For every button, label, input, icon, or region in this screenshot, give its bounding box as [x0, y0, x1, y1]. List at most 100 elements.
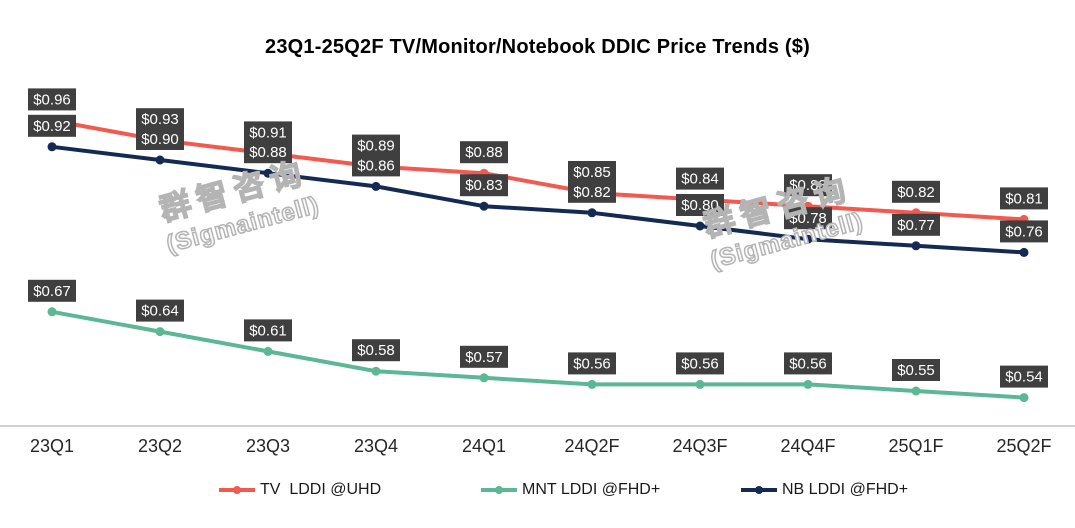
svg-text:$0.54: $0.54 — [1005, 369, 1043, 386]
svg-text:$0.56: $0.56 — [573, 355, 611, 372]
x-tick-label: 25Q2F — [996, 436, 1051, 456]
svg-text:$0.56: $0.56 — [789, 355, 827, 372]
data-point-mnt-lddi-fhd — [155, 327, 165, 337]
data-label-mnt-lddi-fhd: $0.67 — [28, 279, 76, 302]
data-label-tv-lddi-uhd: $0.85 — [568, 161, 616, 183]
svg-text:$0.80: $0.80 — [681, 197, 719, 214]
data-label-nb-lddi-fhd: $0.78 — [784, 207, 832, 230]
data-label-tv-lddi-uhd: $0.82 — [892, 180, 940, 203]
data-label-mnt-lddi-fhd: $0.58 — [352, 339, 400, 362]
svg-text:$0.83: $0.83 — [465, 177, 503, 194]
svg-text:$0.83: $0.83 — [789, 177, 827, 194]
x-tick-label: 23Q1 — [30, 436, 74, 456]
data-point-mnt-lddi-fhd — [1019, 393, 1029, 403]
legend-label-tv: TV LDDI @UHD — [260, 481, 382, 498]
data-label-mnt-lddi-fhd: $0.57 — [460, 345, 508, 368]
svg-text:$0.88: $0.88 — [249, 144, 287, 161]
series-line-mnt-lddi-fhd — [50, 309, 1026, 400]
data-label-mnt-lddi-fhd: $0.55 — [892, 359, 940, 381]
svg-text:$0.61: $0.61 — [249, 322, 287, 339]
data-point-mnt-lddi-fhd — [803, 379, 813, 389]
svg-text:$0.89: $0.89 — [357, 138, 395, 155]
series-line-nb-lddi-fhd — [50, 144, 1026, 255]
data-label-tv-lddi-uhd: $0.93 — [136, 108, 184, 131]
data-label-nb-lddi-fhd: $0.86 — [352, 154, 400, 177]
x-tick-label: 24Q1 — [462, 436, 506, 456]
svg-text:$0.91: $0.91 — [249, 124, 287, 141]
svg-text:$0.67: $0.67 — [33, 283, 71, 300]
x-tick-label: 24Q2F — [564, 436, 619, 456]
svg-text:$0.77: $0.77 — [897, 217, 935, 234]
svg-text:$0.76: $0.76 — [1005, 223, 1043, 240]
data-label-mnt-lddi-fhd: $0.64 — [136, 299, 184, 322]
legend-label-nb: NB LDDI @FHD+ — [782, 481, 909, 498]
x-tick-label: 23Q2 — [138, 436, 182, 456]
x-tick-label: 23Q4 — [354, 436, 398, 456]
data-point-nb-lddi-fhd — [1019, 247, 1029, 257]
data-label-tv-lddi-uhd: $0.81 — [1000, 187, 1048, 210]
data-label-mnt-lddi-fhd: $0.56 — [784, 352, 832, 375]
svg-text:$0.64: $0.64 — [141, 303, 179, 320]
data-label-nb-lddi-fhd: $0.76 — [1000, 220, 1048, 243]
data-label-tv-lddi-uhd: $0.96 — [28, 88, 76, 111]
x-tick-label: 24Q3F — [672, 436, 727, 456]
chart-canvas: 23Q1 23Q2 23Q3 23Q4 24Q1 24Q2F 24Q3F 24Q4F 25Q1F… — [0, 88, 1075, 456]
data-label-nb-lddi-fhd: $0.88 — [244, 141, 292, 164]
svg-text:$0.81: $0.81 — [1005, 190, 1043, 207]
data-point-nb-lddi-fhd — [47, 142, 57, 152]
legend-item-mnt: MNT LDDI @FHD+ — [480, 478, 660, 502]
data-point-nb-lddi-fhd — [695, 221, 705, 231]
data-label-nb-lddi-fhd: $0.77 — [892, 213, 940, 236]
data-point-mnt-lddi-fhd — [587, 379, 597, 389]
legend-label-mnt: MNT LDDI @FHD+ — [522, 481, 661, 498]
x-tick-label: 24Q4F — [780, 436, 835, 456]
x-tick-label: 25Q1F — [888, 436, 943, 456]
chart-title: 23Q1-25Q2F TV/Monitor/Notebook DDIC Pric… — [265, 36, 810, 58]
data-label-tv-lddi-uhd: $0.91 — [244, 121, 292, 144]
series-line-tv-lddi-uhd — [50, 118, 1026, 222]
legend-item-tv: TV LDDI @UHD — [218, 478, 381, 502]
svg-text:$0.58: $0.58 — [357, 342, 395, 359]
data-point-nb-lddi-fhd — [911, 241, 921, 251]
data-label-tv-lddi-uhd: $0.83 — [784, 174, 832, 197]
data-label-nb-lddi-fhd: $0.90 — [136, 128, 184, 150]
data-point-mnt-lddi-fhd — [695, 379, 705, 389]
data-label-mnt-lddi-fhd: $0.56 — [676, 352, 724, 375]
svg-text:$0.57: $0.57 — [465, 349, 503, 366]
data-point-mnt-lddi-fhd — [263, 346, 273, 356]
data-label-tv-lddi-uhd: $0.88 — [460, 141, 508, 164]
legend-marker-tv-line-icon — [219, 486, 255, 494]
svg-text:$0.93: $0.93 — [141, 111, 179, 128]
data-label-mnt-lddi-fhd: $0.54 — [1000, 365, 1048, 388]
svg-text:$0.82: $0.82 — [573, 184, 611, 201]
data-point-nb-lddi-fhd — [371, 181, 381, 191]
data-label-nb-lddi-fhd: $0.92 — [28, 114, 76, 137]
svg-text:$0.82: $0.82 — [897, 184, 935, 201]
svg-text:$0.92: $0.92 — [33, 118, 71, 135]
data-point-mnt-lddi-fhd — [371, 366, 381, 376]
svg-text:$0.84: $0.84 — [681, 171, 719, 188]
svg-text:$0.96: $0.96 — [33, 91, 71, 108]
legend: TV LDDI @UHD MNT LDDI @FHD+ NB LDDI @FHD… — [0, 478, 1075, 504]
legend-marker-nb-line-icon — [741, 486, 777, 494]
data-point-nb-lddi-fhd — [587, 208, 597, 218]
data-label-mnt-lddi-fhd: $0.61 — [244, 319, 292, 342]
svg-text:$0.56: $0.56 — [681, 355, 719, 372]
data-point-nb-lddi-fhd — [155, 155, 165, 165]
data-point-nb-lddi-fhd — [263, 168, 273, 178]
data-point-nb-lddi-fhd — [479, 201, 489, 211]
data-label-tv-lddi-uhd: $0.89 — [352, 134, 400, 157]
data-point-mnt-lddi-fhd — [479, 373, 489, 383]
legend-item-nb: NB LDDI @FHD+ — [740, 478, 908, 502]
x-tick-label: 23Q3 — [246, 436, 290, 456]
data-label-tv-lddi-uhd: $0.84 — [676, 167, 724, 190]
svg-text:$0.90: $0.90 — [141, 131, 179, 148]
data-label-nb-lddi-fhd: $0.82 — [568, 180, 616, 203]
data-label-mnt-lddi-fhd: $0.56 — [568, 352, 616, 375]
svg-text:$0.78: $0.78 — [789, 210, 827, 227]
svg-text:$0.85: $0.85 — [573, 164, 611, 181]
svg-text:$0.86: $0.86 — [357, 157, 395, 174]
data-label-nb-lddi-fhd: $0.83 — [460, 174, 508, 197]
legend-marker-mnt-line-icon — [481, 486, 517, 494]
